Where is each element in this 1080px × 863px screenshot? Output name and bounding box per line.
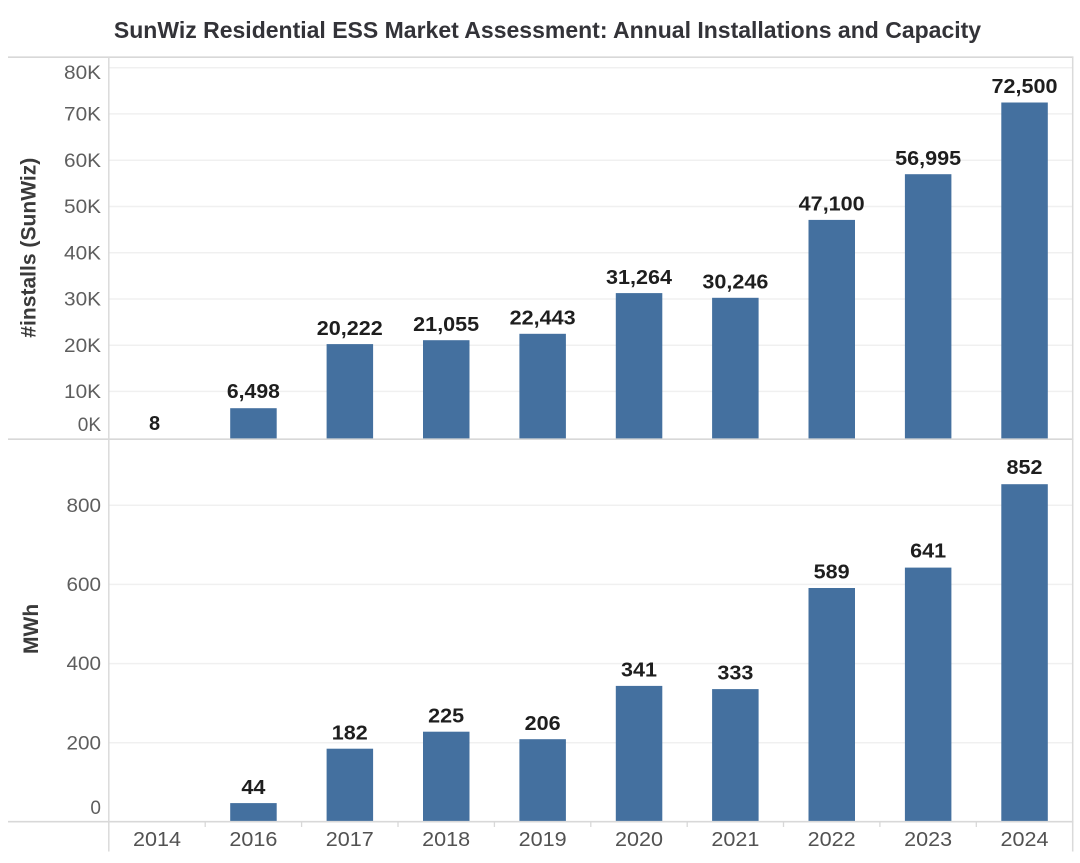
svg-text:600: 600: [67, 575, 102, 596]
svg-text:20K: 20K: [64, 336, 101, 357]
svg-text:30,246: 30,246: [702, 272, 768, 294]
svg-text:21,055: 21,055: [413, 314, 479, 336]
svg-text:2020: 2020: [615, 829, 663, 851]
svg-text:0K: 0K: [78, 415, 102, 436]
svg-text:72,500: 72,500: [992, 76, 1058, 98]
svg-text:182: 182: [332, 722, 368, 744]
svg-text:400: 400: [67, 654, 102, 675]
svg-text:2022: 2022: [808, 829, 856, 851]
svg-text:641: 641: [910, 541, 946, 563]
svg-text:6,498: 6,498: [227, 381, 280, 403]
svg-text:206: 206: [525, 713, 561, 735]
svg-text:MWh: MWh: [20, 604, 43, 654]
svg-text:8: 8: [149, 413, 160, 435]
svg-text:333: 333: [717, 663, 753, 685]
svg-text:SunWiz Residential ESS Market: SunWiz Residential ESS Market Assessment…: [114, 17, 981, 43]
svg-text:70K: 70K: [64, 105, 101, 126]
svg-text:852: 852: [1007, 457, 1043, 479]
svg-text:341: 341: [621, 660, 657, 682]
svg-text:800: 800: [67, 496, 102, 517]
svg-text:20,222: 20,222: [317, 318, 383, 340]
svg-text:2021: 2021: [711, 829, 759, 851]
svg-text:2014: 2014: [133, 829, 181, 851]
svg-text:2017: 2017: [326, 829, 374, 851]
svg-text:40K: 40K: [64, 243, 101, 264]
svg-text:2019: 2019: [519, 829, 567, 851]
svg-text:225: 225: [428, 705, 464, 727]
svg-text:47,100: 47,100: [799, 194, 865, 216]
svg-text:10K: 10K: [64, 382, 101, 403]
svg-text:200: 200: [67, 733, 102, 754]
svg-text:56,995: 56,995: [895, 148, 961, 170]
svg-text:2023: 2023: [904, 829, 952, 851]
svg-text:30K: 30K: [64, 290, 101, 311]
svg-text:80K: 80K: [64, 63, 101, 84]
svg-text:50K: 50K: [64, 197, 101, 218]
svg-text:2024: 2024: [1001, 829, 1049, 851]
svg-text:31,264: 31,264: [606, 267, 673, 289]
svg-text:0: 0: [90, 798, 101, 819]
svg-text:2016: 2016: [229, 829, 277, 851]
svg-text:2018: 2018: [422, 829, 470, 851]
svg-text:22,443: 22,443: [510, 308, 576, 330]
svg-text:60K: 60K: [64, 151, 101, 172]
svg-text:589: 589: [814, 561, 850, 583]
svg-text:#installs (SunWiz): #installs (SunWiz): [18, 158, 41, 338]
svg-text:44: 44: [241, 777, 266, 799]
